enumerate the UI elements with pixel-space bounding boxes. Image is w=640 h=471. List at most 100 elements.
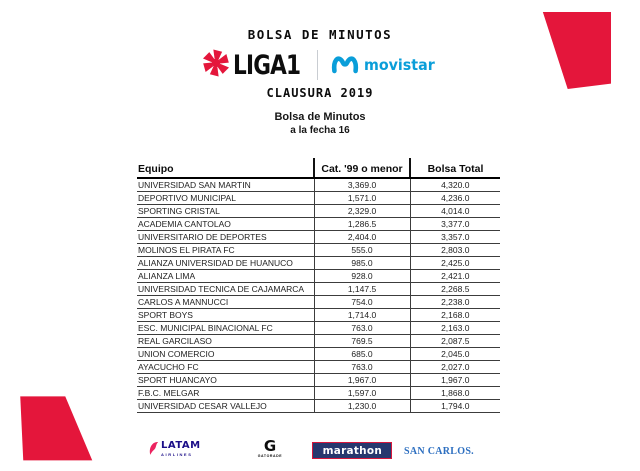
table-row: REAL GARCILASO 769.5 2,087.5	[137, 334, 500, 348]
cat99-cell: 1,147.5	[313, 282, 410, 296]
g-sponsor-wordmark: GATORADE	[257, 454, 283, 458]
bolsa-total-cell: 1,868.0	[409, 386, 500, 400]
cat99-cell: 754.0	[313, 295, 410, 309]
col-header-equipo: Equipo	[137, 158, 314, 179]
cat99-cell: 1,597.0	[313, 386, 410, 400]
cat99-cell: 1,571.0	[313, 191, 410, 205]
header-row: Equipo Cat. '99 o menor Bolsa Total	[137, 158, 500, 179]
bolsa-total-cell: 2,803.0	[409, 243, 500, 257]
table-row: SPORT HUANCAYO 1,967.0 1,967.0	[137, 373, 500, 387]
team-cell: UNIVERSIDAD SAN MARTIN	[137, 178, 314, 192]
team-cell: MOLINOS EL PIRATA FC	[137, 243, 314, 257]
team-cell: CARLOS A MANNUCCI	[137, 295, 314, 309]
marathon-wordmark: marathon	[322, 444, 382, 457]
cat99-cell: 763.0	[313, 360, 410, 374]
table-row: F.B.C. MELGAR 1,597.0 1,868.0	[137, 386, 500, 400]
bolsa-total-cell: 4,236.0	[409, 191, 500, 205]
liga1-emblem-icon	[202, 49, 230, 82]
logo-divider	[316, 50, 318, 80]
table-row: AYACUCHO FC 763.0 2,027.0	[137, 360, 500, 374]
liga1-logo: LIGA1	[202, 49, 317, 82]
movistar-m-icon	[330, 51, 360, 80]
season-title: CLAUSURA 2019	[266, 86, 374, 100]
team-cell: DEPORTIVO MUNICIPAL	[137, 191, 314, 205]
table-row: ACADEMIA CANTOLAO 1,286.5 3,377.0	[137, 217, 500, 231]
liga1-wordmark: LIGA1	[232, 49, 301, 81]
latam-wordmark: LATAM	[161, 440, 201, 451]
cat99-cell: 685.0	[313, 347, 410, 361]
table-row: MOLINOS EL PIRATA FC 555.0 2,803.0	[137, 243, 500, 257]
team-cell: SPORT HUANCAYO	[137, 373, 314, 387]
marathon-logo: marathon	[312, 442, 392, 459]
team-cell: ALIANZA LIMA	[137, 269, 314, 283]
team-cell: ACADEMIA CANTOLAO	[137, 217, 314, 231]
cat99-cell: 928.0	[313, 269, 410, 283]
team-table-body: UNIVERSIDAD SAN MARTIN 3,369.0 4,320.0 DEPO…	[137, 178, 500, 413]
table-header: Equipo Cat. '99 o menor Bolsa Total	[137, 158, 500, 179]
bolsa-total-cell: 2,045.0	[409, 347, 500, 361]
league-logo-row: LIGA1 movistar	[0, 46, 640, 84]
cat99-cell: 2,329.0	[313, 204, 410, 218]
latam-airlines-label: AIRLINES	[161, 451, 193, 457]
team-cell: UNIVERSIDAD TECNICA DE CAJAMARCA	[137, 282, 314, 296]
bolsa-total-cell: 2,238.0	[409, 295, 500, 309]
g-sponsor-letter: G	[263, 437, 277, 455]
table-row: UNION COMERCIO 685.0 2,045.0	[137, 347, 500, 361]
bolsa-total-cell: 2,163.0	[409, 321, 500, 335]
bolsa-total-cell: 2,087.5	[409, 334, 500, 348]
col-header-cat99: Cat. '99 o menor	[313, 158, 410, 179]
bolsa-minutos-table: Equipo Cat. '99 o menor Bolsa Total UNIV…	[137, 158, 500, 413]
team-cell: REAL GARCILASO	[137, 334, 314, 348]
team-cell: UNIVERSIDAD CESAR VALLEJO	[137, 399, 314, 413]
bolsa-total-cell: 2,268.5	[409, 282, 500, 296]
bolsa-total-cell: 1,794.0	[409, 399, 500, 413]
table-row: UNIVERSIDAD SAN MARTIN 3,369.0 4,320.0	[137, 178, 500, 192]
page-title: BOLSA DE MINUTOS	[247, 27, 393, 42]
cat99-cell: 763.0	[313, 321, 410, 335]
table-subtitle: Bolsa de Minutos	[274, 111, 366, 123]
latam-swoosh-icon	[148, 441, 159, 461]
cat99-cell: 1,286.5	[313, 217, 410, 231]
team-cell: SPORT BOYS	[137, 308, 314, 322]
bolsa-total-cell: 4,320.0	[409, 178, 500, 192]
team-cell: AYACUCHO FC	[137, 360, 314, 374]
table-row: DEPORTIVO MUNICIPAL 1,571.0 4,236.0	[137, 191, 500, 205]
team-cell: UNION COMERCIO	[137, 347, 314, 361]
table-row: ALIANZA LIMA 928.0 2,421.0	[137, 269, 500, 283]
table-row: ESC. MUNICIPAL BINACIONAL FC 763.0 2,163.0	[137, 321, 500, 335]
table-row: UNIVERSITARIO DE DEPORTES 2,404.0 3,357.0	[137, 230, 500, 244]
cat99-cell: 769.5	[313, 334, 410, 348]
team-cell: UNIVERSITARIO DE DEPORTES	[137, 230, 314, 244]
table-row: CARLOS A MANNUCCI 754.0 2,238.0	[137, 295, 500, 309]
cat99-cell: 555.0	[313, 243, 410, 257]
cat99-cell: 1,967.0	[313, 373, 410, 387]
sponsor-footer: LATAM AIRLINES G GATORADE marathon SAN C…	[0, 438, 640, 466]
bolsa-total-cell: 2,421.0	[409, 269, 500, 283]
cat99-cell: 3,369.0	[313, 178, 410, 192]
movistar-logo: movistar	[330, 51, 438, 80]
table-row: UNIVERSIDAD TECNICA DE CAJAMARCA 1,147.5 2…	[137, 282, 500, 296]
bolsa-total-cell: 4,014.0	[409, 204, 500, 218]
latam-logo: LATAM AIRLINES	[148, 441, 201, 461]
bolsa-total-cell: 2,168.0	[409, 308, 500, 322]
team-cell: ALIANZA UNIVERSIDAD DE HUANUCO	[137, 256, 314, 270]
cat99-cell: 1,714.0	[313, 308, 410, 322]
bolsa-total-cell: 3,357.0	[409, 230, 500, 244]
bolsa-total-cell: 1,967.0	[409, 373, 500, 387]
bolsa-total-cell: 2,425.0	[409, 256, 500, 270]
bolsa-total-cell: 3,377.0	[409, 217, 500, 231]
table-subtitle-date: a la fecha 16	[290, 125, 350, 136]
team-cell: ESC. MUNICIPAL BINACIONAL FC	[137, 321, 314, 335]
team-cell: SPORTING CRISTAL	[137, 204, 314, 218]
team-cell: F.B.C. MELGAR	[137, 386, 314, 400]
bolsa-total-cell: 2,027.0	[409, 360, 500, 374]
cat99-cell: 2,404.0	[313, 230, 410, 244]
san-carlos-logo: SAN CARLOS.	[404, 446, 474, 457]
table-row: SPORTING CRISTAL 2,329.0 4,014.0	[137, 204, 500, 218]
table-row: UNIVERSIDAD CESAR VALLEJO 1,230.0 1,794.0	[137, 399, 500, 413]
g-sponsor-logo: G GATORADE	[250, 439, 290, 459]
col-header-bolsa-total: Bolsa Total	[409, 158, 500, 179]
cat99-cell: 1,230.0	[313, 399, 410, 413]
table-row: ALIANZA UNIVERSIDAD DE HUANUCO 985.0 2,425…	[137, 256, 500, 270]
